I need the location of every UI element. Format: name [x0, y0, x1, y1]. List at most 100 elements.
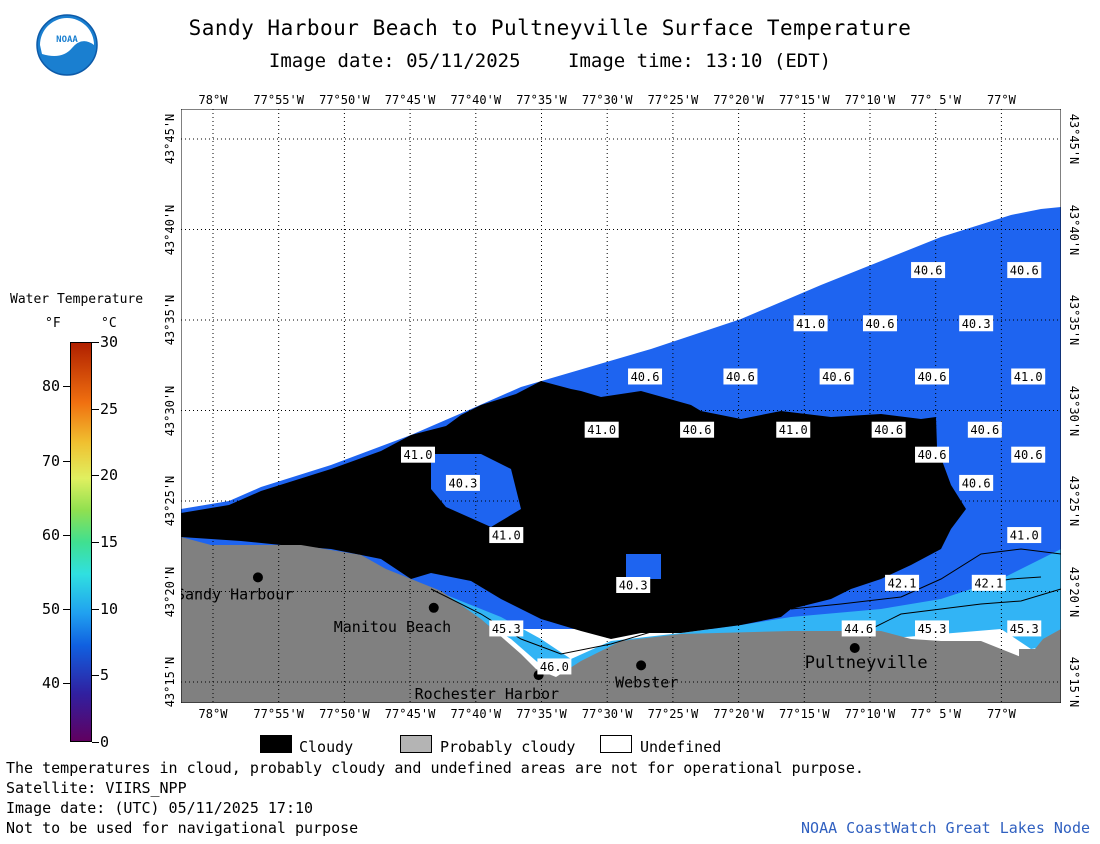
lon-label-bottom: 77°W	[986, 707, 1016, 721]
fahrenheit-tick-mark	[63, 682, 70, 684]
temperature-label: 45.3	[1010, 622, 1039, 636]
temperature-label-bg	[584, 421, 619, 438]
lon-label-bottom: 77°20'W	[713, 707, 764, 721]
place-markers: Sandy Harbour Manitou Beach Rochester Harb…	[181, 572, 928, 703]
lat-label-left: 43°15'N	[163, 656, 177, 708]
temperature-label: 40.6	[726, 370, 755, 384]
temperature-label-bg	[616, 577, 651, 594]
graticule	[181, 109, 1061, 703]
temperature-label: 40.6	[866, 317, 895, 331]
celsius-tick-mark	[92, 742, 99, 743]
utc-date: Image date: (UTC) 05/11/2025 17:10	[6, 799, 314, 817]
temperature-label-bg	[841, 620, 876, 637]
lat-label-right: 43°15'N	[1067, 656, 1081, 708]
lon-label-bottom: 77° 5'W	[910, 707, 961, 721]
temperature-label: 42.1	[888, 576, 917, 590]
place-marker	[636, 660, 647, 671]
celsius-tick: 30	[100, 333, 119, 351]
fahrenheit-tick: 50	[41, 599, 60, 618]
temperature-label: 41.0	[1014, 370, 1043, 384]
place-label: Rochester Harbor	[415, 685, 560, 703]
lon-label-top: 77°45'W	[384, 93, 436, 107]
lon-label-bottom: 77°40'W	[450, 707, 502, 721]
legend-title: Water Temperature	[10, 292, 144, 307]
temperature-label: 40.3	[448, 476, 477, 490]
lon-label-top: 77° 5'W	[910, 93, 961, 107]
satellite-info: Satellite: VIIRS_NPP	[6, 779, 187, 797]
celsius-tick: 20	[100, 466, 119, 485]
lon-label-bottom: 77°45'W	[384, 707, 436, 721]
color-bar	[70, 342, 92, 742]
lon-label-bottom: 77°15'W	[779, 707, 830, 721]
image-time: Image time: 13:10 (EDT)	[568, 50, 832, 72]
land-area	[181, 537, 1061, 703]
temperature-label-bg	[1007, 620, 1042, 637]
celsius-tick: 0	[100, 733, 110, 751]
temperature-labels: 40.6 40.6 41.0 40.6 40.3 40.6 40.6 40.6 40.6 41.0…	[400, 262, 1046, 675]
place-marker	[252, 572, 263, 583]
temperature-label: 41.0	[796, 317, 825, 331]
lon-label-top: 77°20'W	[713, 93, 764, 107]
fahrenheit-tick: 60	[41, 525, 60, 544]
temperature-label-bg	[915, 446, 950, 463]
place-label: Pultneyville	[805, 653, 928, 673]
temperature-label-bg	[489, 620, 524, 637]
fahrenheit-tick-mark	[63, 608, 70, 610]
lat-label-right: 43°40'N	[1067, 204, 1081, 256]
lat-label-right: 43°30'N	[1067, 385, 1081, 437]
temperature-label: 40.6	[631, 370, 660, 384]
temperature-label-bg	[971, 574, 1006, 591]
probably-cloudy-swatch	[400, 735, 432, 753]
lat-label-right: 43°25'N	[1067, 475, 1081, 527]
lon-label-top: 77°30'W	[581, 93, 633, 107]
temperature-label-bg	[959, 315, 994, 332]
place-label: Sandy Harbour	[181, 585, 293, 603]
temperature-label: 40.6	[918, 370, 947, 384]
lat-label-left: 43°30'N	[163, 385, 177, 437]
cloud-area	[181, 381, 966, 639]
place-label: Webster	[615, 673, 678, 691]
temperature-label: 40.6	[822, 370, 851, 384]
temperature-label: 46.0	[540, 660, 569, 674]
temperature-label: 44.6	[844, 622, 873, 636]
water-pocket	[626, 554, 661, 579]
lon-label-bottom: 78°W	[198, 707, 228, 721]
lon-label-bottom: 77°35'W	[516, 707, 567, 721]
navigation-note: Not to be used for navigational purpose	[6, 819, 359, 837]
celsius-tick-mark	[92, 408, 99, 410]
lon-label-top: 77°50'W	[319, 93, 370, 107]
undefined-label: Undefined	[640, 738, 722, 756]
lon-label-top: 77°25'W	[647, 93, 699, 107]
temperature-label-bg	[537, 658, 572, 675]
temperature-label-bg	[871, 421, 906, 438]
fahrenheit-tick: 70	[41, 451, 60, 470]
temperature-label-bg	[819, 368, 854, 385]
temperature-label-bg	[959, 474, 994, 491]
temperature-label: 40.6	[914, 264, 943, 278]
temperature-label: 41.0	[492, 529, 521, 543]
disclaimer-note: The temperatures in cloud, probably clou…	[6, 759, 864, 777]
temperature-label-bg	[723, 368, 758, 385]
temperature-label: 41.0	[1010, 529, 1039, 543]
lon-label-bottom: 77°10'W	[844, 707, 896, 721]
page-title: Sandy Harbour Beach to Pultneyville Surf…	[188, 16, 912, 40]
temperature-label-bg	[911, 262, 946, 279]
fahrenheit-tick-mark	[63, 386, 70, 388]
celsius-tick: 5	[100, 666, 110, 685]
temperature-label-bg	[793, 315, 828, 332]
temperature-map: Sandy Harbour Manitou Beach Rochester Harb…	[181, 109, 1061, 703]
cloudy-label: Cloudy	[299, 738, 354, 756]
image-datetime: Image date: 05/11/2025 Image time: 13:10…	[0, 50, 1100, 72]
lon-label-bottom: 77°30'W	[581, 707, 633, 721]
lat-label-right: 43°20'N	[1067, 566, 1081, 618]
temperature-label: 41.0	[587, 423, 616, 437]
celsius-tick-mark	[92, 608, 99, 610]
temperature-label: 40.6	[1010, 264, 1039, 278]
place-label: Manitou Beach	[334, 618, 451, 636]
celsius-tick: 25	[100, 399, 119, 418]
lon-label-bottom: 77°50'W	[319, 707, 370, 721]
lon-label-top: 77°W	[986, 93, 1016, 107]
temperature-label: 40.6	[1014, 448, 1043, 462]
fahrenheit-tick-mark	[63, 460, 70, 462]
lon-label-top: 77°40'W	[450, 93, 502, 107]
